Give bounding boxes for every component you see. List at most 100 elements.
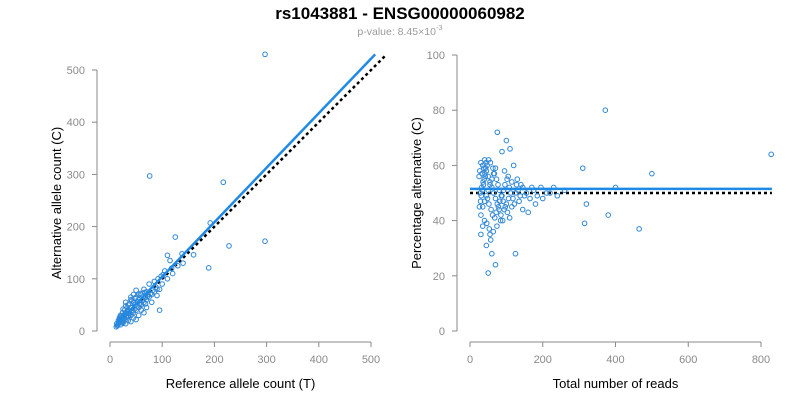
data-point <box>495 204 502 210</box>
data-point <box>517 192 523 199</box>
data-point <box>500 198 506 205</box>
data-point <box>505 195 512 202</box>
left-panel-scatter: 0 100 200 300 400 500 0 100 200 300 400 500 Referenc… <box>49 51 388 391</box>
data-point <box>133 294 139 300</box>
data-point <box>487 159 494 166</box>
data-point <box>478 192 485 199</box>
x-tick-label: 0 <box>107 354 113 366</box>
data-point <box>512 250 519 257</box>
data-point <box>262 238 268 245</box>
data-point <box>205 265 212 271</box>
data-point <box>484 195 491 202</box>
data-point <box>494 223 500 229</box>
data-point <box>125 302 132 308</box>
subtitle-prefix: p-value: 8.45×10 <box>357 26 436 38</box>
data-point <box>495 181 501 188</box>
data-point <box>164 276 171 282</box>
data-point <box>636 226 642 232</box>
data-point <box>477 198 484 205</box>
data-point <box>492 195 499 202</box>
data-point <box>487 237 494 243</box>
data-point <box>483 192 490 199</box>
x-tick-label: 600 <box>679 354 697 366</box>
x-axis-label: Reference allele count (T) <box>166 376 316 391</box>
data-point <box>507 190 514 196</box>
y-tick-label: 0 <box>439 326 445 338</box>
x-axis-label: Total number of reads <box>553 376 679 391</box>
y-tick-label: 40 <box>433 216 445 228</box>
data-point <box>532 201 539 207</box>
y-tick-label: 300 <box>67 169 85 181</box>
y-tick-label: 80 <box>433 105 445 117</box>
data-point <box>190 251 197 258</box>
data-point <box>509 204 515 210</box>
data-point <box>525 209 532 216</box>
data-point <box>156 307 163 313</box>
data-point <box>504 209 511 216</box>
data-point <box>478 231 484 238</box>
data-point <box>180 260 186 266</box>
data-point <box>146 281 152 287</box>
x-tick-label: 500 <box>362 354 380 366</box>
y-tick-label: 100 <box>427 50 445 62</box>
data-point <box>133 287 139 294</box>
data-point <box>226 243 232 249</box>
data-point <box>486 201 492 207</box>
data-point <box>504 176 510 182</box>
data-point <box>487 231 493 238</box>
data-point <box>479 204 486 210</box>
data-point <box>167 257 173 264</box>
data-point <box>481 157 488 163</box>
x-tick-label: 200 <box>205 354 223 366</box>
data-point <box>480 181 487 188</box>
data-point <box>768 151 774 158</box>
y-tick-label: 200 <box>67 222 85 234</box>
data-point <box>478 212 484 218</box>
y-tick-label: 20 <box>433 271 445 283</box>
data-point <box>482 170 488 177</box>
data-point <box>492 261 499 268</box>
data-point <box>481 165 487 171</box>
data-point <box>501 168 508 174</box>
data-point <box>482 165 489 171</box>
data-point <box>506 215 513 221</box>
data-point <box>479 223 486 229</box>
data-point <box>482 173 489 180</box>
data-point <box>543 190 550 196</box>
data-point <box>169 270 176 277</box>
data-point <box>519 206 526 213</box>
data-point <box>490 165 496 171</box>
data-point <box>501 206 507 213</box>
data-point <box>483 242 490 249</box>
data-point <box>491 170 498 177</box>
data-point <box>135 312 142 319</box>
data-point <box>486 226 493 232</box>
y-tick-label: 0 <box>79 326 85 338</box>
data-point <box>154 292 160 299</box>
y-tick-label: 100 <box>67 274 85 286</box>
data-point <box>476 173 482 180</box>
data-point <box>514 176 521 182</box>
data-point <box>494 129 501 136</box>
x-tick-label: 300 <box>257 354 275 366</box>
data-point <box>128 318 134 325</box>
data-point <box>502 204 509 210</box>
reference-line <box>114 53 388 327</box>
data-point <box>513 181 520 188</box>
data-point <box>159 281 165 287</box>
data-point <box>487 179 493 185</box>
y-tick-label: 60 <box>433 160 445 172</box>
data-point <box>649 170 655 177</box>
data-point <box>497 198 503 205</box>
data-point <box>141 286 147 293</box>
data-point <box>499 217 506 224</box>
data-point <box>498 192 505 199</box>
data-point <box>122 303 129 309</box>
data-point <box>498 212 504 218</box>
chart-subtitle: p-value: 8.45×10-3 <box>357 23 442 38</box>
data-point <box>490 228 497 235</box>
data-point <box>509 179 515 185</box>
data-point <box>143 304 150 311</box>
x-tick-label: 800 <box>752 354 770 366</box>
